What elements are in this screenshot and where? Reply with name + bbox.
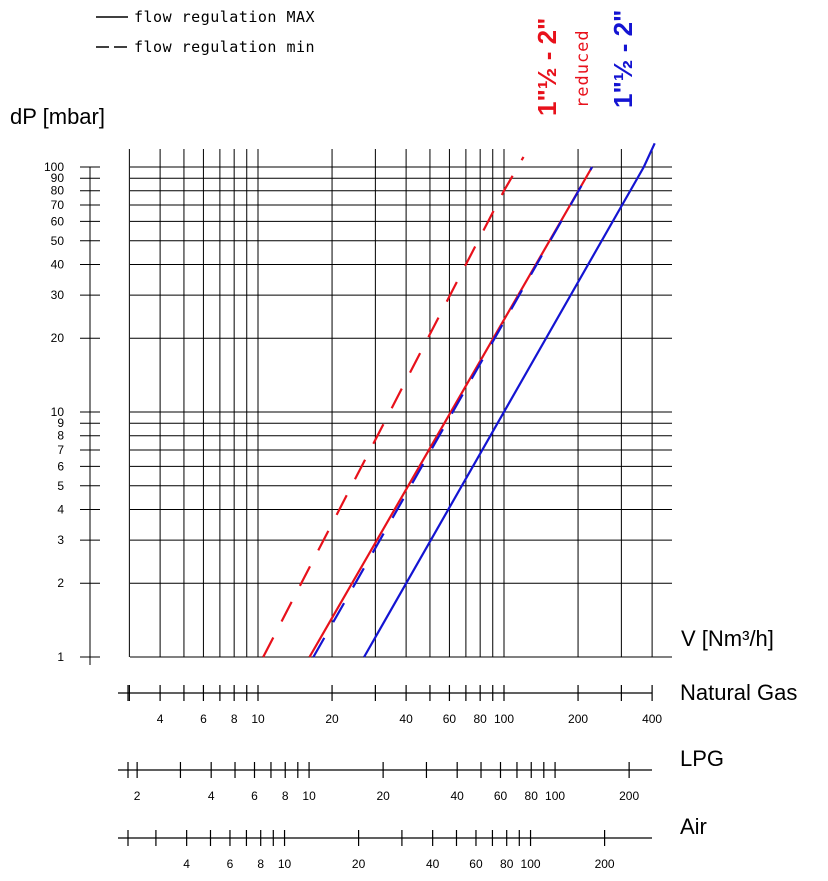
y-axis-title: dP [mbar] [10,104,105,129]
scale-tick-label: 400 [642,712,662,726]
y-tick-label: 2 [57,576,64,590]
scale-tick-label: 200 [568,712,588,726]
scale-tick-label: 40 [426,857,440,871]
scale-tick-label: 2 [134,789,141,803]
scale-tick-label: 6 [227,857,234,871]
y-tick-label: 4 [57,502,64,516]
scale-title-natural-gas: Natural Gas [680,680,797,705]
y-tick-label: 10 [51,405,65,419]
scale-tick-label: 100 [521,857,541,871]
scale-tick-label: 6 [251,789,258,803]
y-tick-label: 70 [51,198,65,212]
scale-tick-label: 10 [278,857,292,871]
series-label-standard: 1"½ - 2" [608,10,638,108]
scale-tick-label: 20 [376,789,390,803]
y-tick-label: 7 [57,443,64,457]
scale-tick-label: 60 [443,712,457,726]
scale-tick-label: 6 [200,712,207,726]
y-tick-label: 1 [57,650,64,664]
y-tick-label: 9 [57,416,64,430]
y-tick-label: 40 [51,257,65,271]
legend-label-max: flow regulation MAX [134,8,315,26]
scale-tick-label: 8 [257,857,264,871]
y-tick-label: 20 [51,331,65,345]
scale-tick-label: 60 [494,789,508,803]
y-tick-label: 90 [51,171,65,185]
y-tick-label: 80 [51,184,65,198]
scale-tick-label: 100 [494,712,514,726]
series-label-reduced-size: 1"½ - 2" [532,18,562,116]
gas-scales: 4 6 8 10 20 40 60 80 100 200 400 2 4 6 8 10 20 40 60 80 100 2… [118,685,662,871]
scale-tick-label: 8 [231,712,238,726]
scale-tick-label: 80 [500,857,514,871]
scale-tick-label: 80 [473,712,487,726]
y-tick-label: 100 [44,160,64,174]
y-tick-label: 60 [51,214,65,228]
series-0-min-line [262,156,525,658]
scale-tick-label: 4 [183,857,190,871]
scale-tick-label: 10 [302,789,316,803]
scale-tick-label: 200 [595,857,615,871]
series-label-reduced: 1"½ - 2" reduced [532,18,593,116]
series-1-max-line [363,142,656,658]
x-axis-title: V [Nm³/h] [681,626,774,651]
scale-tick-label: 80 [525,789,539,803]
scale-tick-label: 20 [325,712,339,726]
y-tick-label: 6 [57,459,64,473]
y-tick-label: 50 [51,234,65,248]
series-0-max-line [308,166,594,658]
scale-tick-label: 40 [450,789,464,803]
scale-tick-label: 100 [545,789,565,803]
scale-tick-label: 10 [251,712,265,726]
scale-tick-label: 60 [469,857,483,871]
y-tick-label: 3 [57,533,64,547]
series-label-reduced-word: reduced [573,29,593,108]
y-tick-label: 5 [57,479,64,493]
scale-tick-label: 4 [157,712,164,726]
legend-label-min: flow regulation min [134,38,315,56]
scale-tick-label: 8 [282,789,289,803]
y-tick-label: 30 [51,288,65,302]
series-lines [262,142,656,658]
y-tick-label: 8 [57,429,64,443]
series-1-min-line [312,166,594,658]
scale-tick-label: 40 [399,712,413,726]
scale-tick-label: 4 [208,789,215,803]
scale-tick-label: 200 [619,789,639,803]
grid [128,149,672,658]
scale-tick-label: 20 [352,857,366,871]
scale-title-air: Air [680,814,707,839]
scale-title-lpg: LPG [680,746,724,771]
legend: flow regulation MAX flow regulation min [96,8,315,56]
